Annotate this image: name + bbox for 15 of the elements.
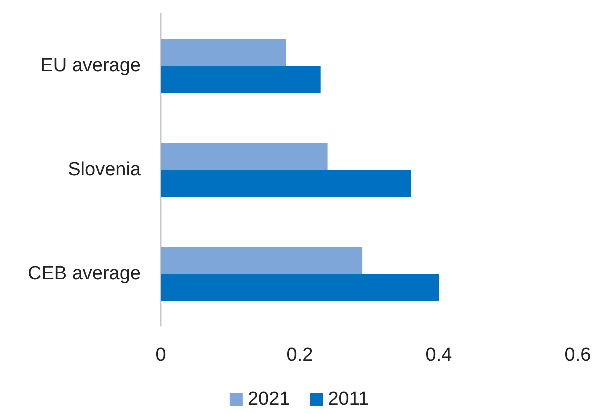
bar: [161, 247, 363, 274]
y-tick-label: CEB average: [28, 264, 141, 284]
x-tick-label: 0: [156, 345, 166, 366]
y-tick-label: EU average: [40, 56, 141, 76]
bar: [161, 143, 328, 170]
bar: [161, 39, 286, 66]
legend-label: 2011: [328, 389, 370, 410]
x-tick-label: 0.6: [564, 345, 592, 366]
bar: [161, 66, 321, 93]
x-tick-label: 0.2: [286, 345, 314, 366]
bar: [161, 170, 412, 197]
bar: [161, 274, 439, 301]
legend-label: 2021: [248, 389, 290, 410]
x-tick-label: 0.4: [426, 345, 453, 366]
y-tick-label: Slovenia: [68, 160, 142, 180]
